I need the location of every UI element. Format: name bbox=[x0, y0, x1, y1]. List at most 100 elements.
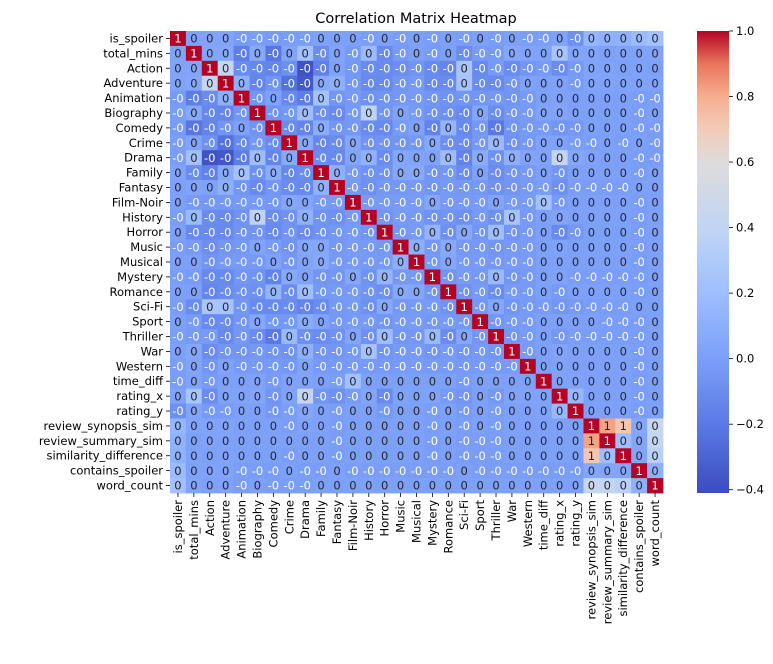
cell-annotation: 0 bbox=[604, 76, 611, 90]
cell-annotation: 0 bbox=[190, 151, 197, 165]
heatmap-cell bbox=[615, 254, 632, 270]
y-tick-label: War bbox=[141, 344, 164, 358]
heatmap-cell bbox=[519, 75, 537, 92]
y-tick-label: rating_x bbox=[116, 389, 163, 403]
cell-annotation: 0 bbox=[588, 76, 595, 90]
y-tick-label: similarity_difference bbox=[46, 449, 163, 463]
heatmap-cell bbox=[472, 75, 489, 92]
cell-annotation: 0 bbox=[540, 47, 547, 61]
heatmap-cell bbox=[297, 254, 314, 270]
cell-annotation: 0 bbox=[540, 285, 547, 299]
heatmap-cell bbox=[583, 105, 600, 121]
cell-annotation: -0 bbox=[363, 61, 374, 75]
cell-annotation: -0 bbox=[268, 479, 279, 493]
heatmap-cell bbox=[249, 269, 266, 285]
cell-annotation: 0 bbox=[445, 32, 452, 46]
cell-annotation: 0 bbox=[588, 374, 595, 388]
heatmap-cell bbox=[488, 165, 505, 181]
cell-annotation: -0 bbox=[538, 300, 549, 314]
cell-annotation: 0 bbox=[556, 270, 563, 284]
heatmap-cell bbox=[472, 31, 489, 47]
cell-annotation: -0 bbox=[172, 270, 183, 284]
x-tick-label: Animation bbox=[235, 500, 249, 559]
cell-annotation: -0 bbox=[204, 389, 215, 403]
heatmap-cell bbox=[503, 120, 521, 136]
cell-annotation: -0 bbox=[411, 270, 422, 284]
heatmap-cell bbox=[360, 299, 378, 315]
heatmap-cell bbox=[408, 343, 425, 360]
cell-annotation: -0 bbox=[284, 166, 295, 180]
cell-annotation: 0 bbox=[174, 181, 181, 195]
heatmap-cell bbox=[376, 254, 394, 270]
heatmap-cell bbox=[281, 180, 298, 196]
heatmap-cell bbox=[170, 180, 187, 196]
cell-annotation: -0 bbox=[490, 47, 501, 61]
heatmap-cell bbox=[265, 314, 282, 330]
heatmap-cell bbox=[535, 269, 553, 285]
heatmap-cell bbox=[535, 194, 553, 211]
cell-annotation: 0 bbox=[572, 419, 579, 433]
cell-annotation: -0 bbox=[443, 61, 454, 75]
heatmap-cell bbox=[360, 135, 378, 151]
cell-annotation: 0 bbox=[349, 32, 356, 46]
cell-annotation: 0 bbox=[556, 434, 563, 448]
heatmap-cell bbox=[185, 314, 203, 330]
heatmap-cell bbox=[170, 60, 187, 77]
cell-annotation: -0 bbox=[252, 330, 263, 344]
heatmap-cell bbox=[631, 60, 648, 77]
heatmap-cell bbox=[281, 120, 298, 136]
heatmap-cell bbox=[424, 60, 441, 77]
cell-annotation: 0 bbox=[190, 374, 197, 388]
cell-annotation: -0 bbox=[633, 389, 644, 403]
cell-annotation: -0 bbox=[284, 255, 295, 269]
heatmap-cell bbox=[170, 75, 187, 92]
cell-annotation: -0 bbox=[220, 330, 231, 344]
heatmap-cell bbox=[535, 120, 553, 136]
cell-annotation: -0 bbox=[395, 345, 406, 359]
cell-annotation: 0 bbox=[286, 330, 293, 344]
heatmap-cell bbox=[503, 45, 521, 62]
cell-annotation: 0 bbox=[604, 61, 611, 75]
heatmap-cell bbox=[503, 343, 521, 360]
cell-annotation: 1 bbox=[445, 285, 452, 299]
heatmap-cell bbox=[503, 329, 521, 345]
cell-annotation: 0 bbox=[556, 449, 563, 463]
cell-annotation: 0 bbox=[651, 285, 658, 299]
cell-annotation: -0 bbox=[443, 300, 454, 314]
heatmap-cell bbox=[329, 329, 346, 345]
cell-annotation: 1 bbox=[286, 136, 293, 150]
cell-annotation: -0 bbox=[172, 136, 183, 150]
cell-annotation: 0 bbox=[302, 345, 309, 359]
cell-annotation: -0 bbox=[379, 404, 390, 418]
cell-annotation: 0 bbox=[302, 315, 309, 329]
heatmap-cell bbox=[631, 224, 648, 241]
cell-annotation: -0 bbox=[474, 181, 485, 195]
heatmap-cell bbox=[647, 329, 664, 345]
heatmap-cell bbox=[392, 135, 409, 151]
heatmap-cell bbox=[599, 239, 616, 255]
cell-annotation: 0 bbox=[317, 479, 324, 493]
cell-annotation: -0 bbox=[411, 345, 422, 359]
cell-annotation: -0 bbox=[395, 315, 406, 329]
x-tick-label: Horror bbox=[378, 500, 392, 537]
cell-annotation: 0 bbox=[540, 345, 547, 359]
heatmap-cell bbox=[360, 31, 378, 47]
cell-annotation: -0 bbox=[474, 464, 485, 478]
y-tick-label: time_diff bbox=[113, 374, 164, 388]
cell-annotation: 0 bbox=[190, 255, 197, 269]
cell-annotation: -0 bbox=[458, 196, 469, 210]
heatmap-cell bbox=[583, 31, 600, 47]
cell-annotation: -0 bbox=[220, 270, 231, 284]
heatmap-cell bbox=[599, 269, 616, 285]
heatmap-cell bbox=[631, 314, 648, 330]
cell-annotation: 1 bbox=[238, 91, 245, 105]
heatmap-cell bbox=[440, 314, 457, 330]
cell-annotation: -0 bbox=[220, 285, 231, 299]
cell-annotation: -0 bbox=[602, 330, 613, 344]
cell-annotation: 0 bbox=[651, 419, 658, 433]
heatmap-cell bbox=[408, 314, 425, 330]
heatmap-cell bbox=[360, 269, 378, 285]
heatmap-cell bbox=[329, 31, 346, 47]
heatmap-cell bbox=[297, 239, 314, 255]
heatmap-cell bbox=[329, 75, 346, 92]
